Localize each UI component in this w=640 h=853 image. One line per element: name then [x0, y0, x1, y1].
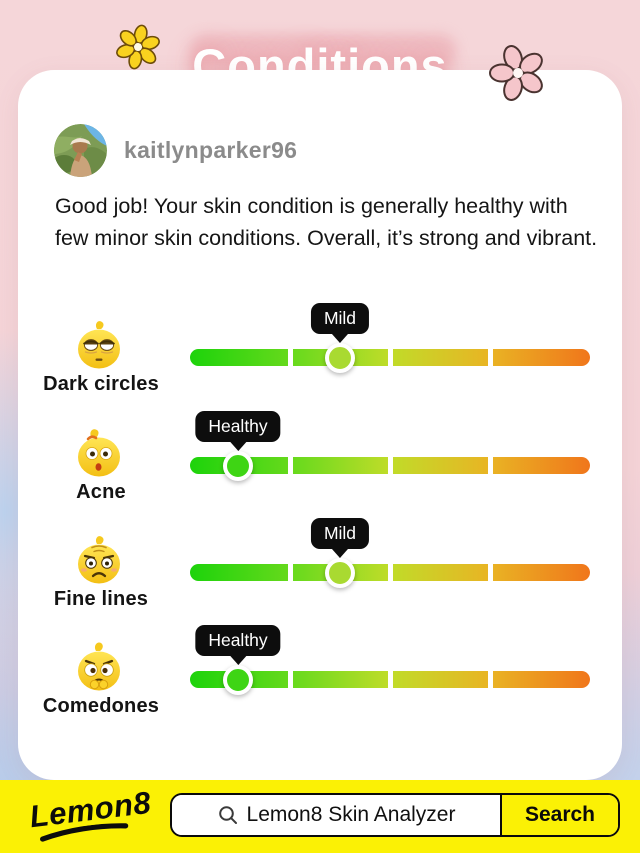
severity-tooltip: Mild — [310, 518, 370, 549]
condition-label: Dark circles — [43, 373, 159, 395]
severity-tooltip: Healthy — [195, 411, 281, 442]
bar-segment-gap — [288, 348, 293, 367]
bar-segment-gap — [488, 563, 493, 582]
bar-segment-gap — [288, 670, 293, 689]
severity-marker[interactable] — [325, 342, 355, 373]
lemon8-logo: Lemon8 — [28, 785, 154, 845]
summary-text: Good job! Your skin condition is general… — [55, 194, 598, 250]
severity-bar — [190, 664, 590, 695]
bar-segment-gap — [388, 670, 393, 689]
severity-marker[interactable] — [223, 450, 253, 481]
user-row: kaitlynparker96 — [54, 124, 297, 177]
bar-segment-gap — [488, 348, 493, 367]
severity-tooltip: Healthy — [195, 625, 281, 656]
severity-bar — [190, 342, 590, 373]
user-avatar[interactable] — [54, 124, 107, 177]
severity-bar-area: Mild — [190, 518, 590, 614]
bar-segment-gap — [488, 670, 493, 689]
bar-segment-gap — [288, 563, 293, 582]
bar-segment-gap — [388, 563, 393, 582]
severity-marker[interactable] — [325, 557, 355, 588]
bar-segment-gap — [488, 456, 493, 475]
results-card: kaitlynparker96 Good job! Your skin cond… — [18, 70, 622, 780]
condition-label: Fine lines — [53, 588, 149, 610]
search-pill: Lemon8 Skin Analyzer Search — [170, 793, 620, 837]
pink-flower-icon — [489, 45, 543, 101]
bar-segment-gap — [388, 456, 393, 475]
username[interactable]: kaitlynparker96 — [124, 137, 298, 163]
condition-row-fine-lines: Fine lines Mild — [18, 518, 622, 618]
search-input[interactable]: Lemon8 Skin Analyzer — [172, 795, 500, 835]
anxious-lemon-emoji — [78, 642, 120, 691]
title-glow — [190, 34, 456, 68]
condition-row-comedones: Comedones Healthy — [18, 625, 622, 725]
condition-row-dark-circles: Dark circles Mild — [18, 303, 622, 403]
worried-lemon-emoji — [78, 536, 120, 584]
condition-label: Acne — [76, 481, 126, 503]
severity-bar — [190, 450, 590, 481]
bar-segment-gap — [388, 348, 393, 367]
yellow-flower-icon — [116, 24, 160, 70]
severity-marker[interactable] — [223, 664, 253, 695]
surprised-lemon-emoji — [78, 429, 120, 477]
footer-bar: Lemon8 Lemon8 Skin Analyzer Search — [0, 780, 640, 853]
search-icon — [218, 806, 237, 824]
search-input-value: Lemon8 Skin Analyzer — [246, 803, 456, 826]
logo-underline — [40, 823, 129, 842]
severity-bar-area: Mild — [190, 303, 590, 399]
bar-segment-gap — [288, 456, 293, 475]
severity-bar-area: Healthy — [190, 625, 590, 721]
severity-tooltip: Mild — [310, 303, 370, 334]
severity-bar-area: Healthy — [190, 411, 590, 507]
tired-lemon-emoji — [78, 321, 120, 369]
condition-label: Comedones — [42, 695, 160, 717]
severity-bar — [190, 557, 590, 588]
search-button[interactable]: Search — [500, 795, 618, 835]
condition-row-acne: Acne Healthy — [18, 411, 622, 511]
